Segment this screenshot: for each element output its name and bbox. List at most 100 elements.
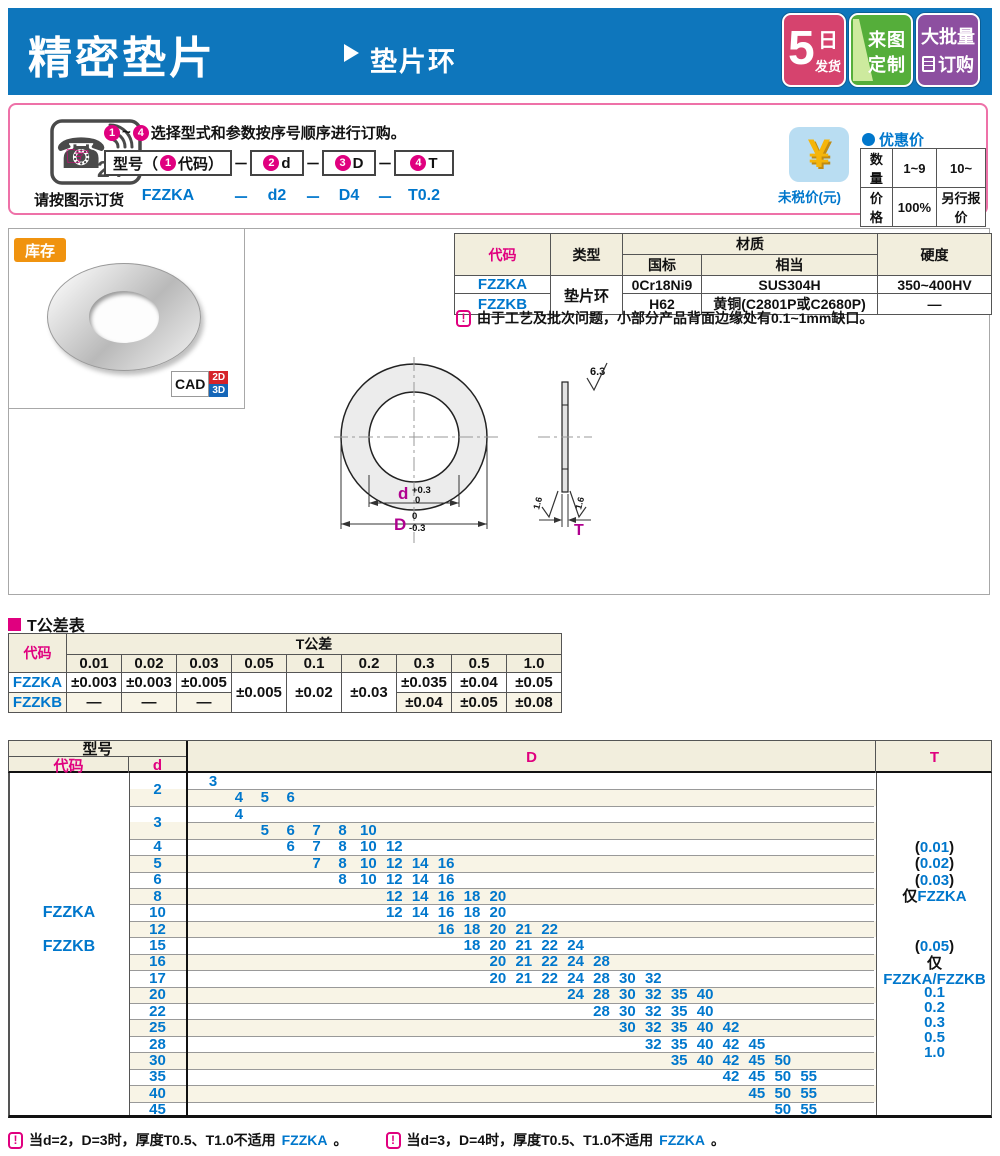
D-value: 40	[696, 1052, 714, 1069]
col-header-T: T	[929, 748, 940, 766]
table-row	[129, 789, 876, 806]
gb-material: 0Cr18Ni9	[622, 275, 702, 294]
technical-drawing: d +0.3 0 D 0 -0.3 1.6 1.6 T 6.3	[334, 357, 608, 543]
D-value: 12	[385, 854, 403, 872]
d-value: 5	[153, 854, 162, 872]
column-divider	[186, 773, 188, 1115]
D-value: 20	[489, 887, 507, 905]
d-value: 16	[149, 953, 166, 971]
D-value: 35	[670, 1052, 688, 1069]
row-divider	[129, 888, 874, 889]
row-divider	[129, 1052, 874, 1054]
qty-range-1: 1~9	[891, 148, 938, 188]
page-header: 精密垫片 垫片环 5 日 发货 来图 定制 大批量 订购	[8, 8, 992, 95]
t-note: 0.3	[924, 1014, 945, 1031]
t-note: 仅FZZKA/FZZKB	[883, 955, 986, 988]
D-value: 21	[515, 937, 533, 954]
D-value: 30	[619, 1019, 636, 1037]
t-note: 1.0	[924, 1044, 945, 1061]
D-value: 32	[644, 986, 662, 1004]
D-value: 40	[696, 1035, 714, 1053]
D-value: 7	[312, 821, 321, 839]
price-label: 价格	[860, 187, 893, 227]
D-value: 32	[644, 1019, 662, 1037]
d-value: 25	[149, 1019, 166, 1037]
cad-label[interactable]: CAD	[171, 371, 210, 397]
alert-icon: !	[8, 1131, 23, 1149]
alert-icon: !	[456, 309, 471, 327]
D-value: 22	[541, 969, 559, 987]
cad-2d-button[interactable]: 2D	[209, 371, 229, 384]
badge-custom-line2: 定制	[868, 55, 906, 75]
table-row: FZZKA 垫片环 0Cr18Ni9 SUS304H 350~400HV	[454, 275, 992, 315]
D-value: 16	[437, 854, 455, 872]
svg-text:1.6: 1.6	[531, 496, 544, 511]
row-divider	[129, 953, 874, 955]
d-value: 28	[149, 1035, 166, 1053]
D-value: 21	[515, 953, 533, 971]
badge-bulk-order: 大批量 订购	[916, 13, 980, 87]
alert-icon: !	[385, 1131, 401, 1149]
model-code: FZZKB	[8, 692, 67, 713]
t-note: 仅FZZKA	[902, 888, 967, 905]
circle-number-2: 2	[263, 155, 280, 171]
row-divider	[186, 789, 874, 791]
bullet-icon	[862, 133, 875, 146]
D-value: 7	[312, 854, 321, 872]
row-divider	[129, 855, 874, 857]
table-row: 国标 相当	[455, 254, 992, 276]
D-value: 24	[567, 969, 584, 987]
d-value: 10	[149, 904, 166, 922]
hardness-value: 350~400HV	[877, 275, 992, 294]
example-D: D4	[338, 187, 360, 204]
col-header-code: 代码	[9, 757, 129, 775]
D-value: 28	[593, 953, 610, 971]
type-value: 垫片环	[550, 275, 623, 315]
t-note: 0.2	[924, 999, 945, 1016]
row-divider	[129, 838, 874, 840]
col-header-equivalent: 相当	[701, 254, 878, 276]
D-value: 21	[515, 920, 533, 938]
qty-range-2: 10~	[936, 148, 986, 188]
stock-badge: 库存	[14, 238, 66, 262]
row-divider	[129, 1019, 874, 1021]
col-header-D: D	[186, 741, 876, 773]
table-row	[129, 839, 876, 855]
D-value: 18	[463, 904, 481, 922]
discount-price-table: 数量 1~9 10~ 价格 100% 另行报价	[860, 148, 986, 227]
cad-download-badge[interactable]: CAD 2D 3D	[171, 371, 229, 397]
model-code: FZZKB	[454, 293, 551, 315]
D-value: 35	[670, 986, 688, 1004]
gb-material: H62	[622, 293, 702, 315]
D-value: 10	[360, 838, 377, 856]
D-value: 10	[360, 871, 377, 889]
cad-3d-button[interactable]: 3D	[209, 384, 229, 397]
D-value: 12	[385, 887, 403, 905]
model-code: FZZKB	[42, 938, 96, 955]
circle-number-1: 1	[104, 124, 120, 141]
D-value: 18	[463, 937, 481, 954]
d-value: 4	[153, 838, 162, 856]
arrow-right-icon	[344, 44, 359, 62]
svg-text:☎: ☎	[55, 130, 107, 177]
row-divider	[129, 986, 874, 988]
D-value: 18	[463, 920, 481, 938]
D-value: 30	[619, 969, 636, 987]
D-value: 35	[670, 1035, 688, 1053]
model-code: FZZKA	[281, 1132, 328, 1148]
order-instruction: 1 ~ 4 选择型式和参数按序号顺序进行订购。	[104, 122, 406, 143]
material-note: ! 由于工艺及批次问题，小部分产品背面边缘处有0.1~1mm缺口。	[456, 308, 873, 328]
t-tolerance-table: 代码 T公差 0.01 0.02 0.03 0.05 0.1 0.2 0.3 0.5 1…	[8, 633, 563, 713]
D-value: 20	[489, 969, 507, 987]
D-value: 16	[437, 887, 455, 905]
d-value: 45	[149, 1101, 166, 1118]
d-value: 20	[149, 986, 166, 1004]
dash-separator: －	[233, 155, 249, 173]
D-value: 24	[567, 937, 584, 954]
D-value: 12	[385, 871, 403, 889]
washer-hole	[88, 291, 160, 343]
col-header-code: 代码	[8, 633, 67, 673]
svg-text:d: d	[398, 484, 408, 503]
